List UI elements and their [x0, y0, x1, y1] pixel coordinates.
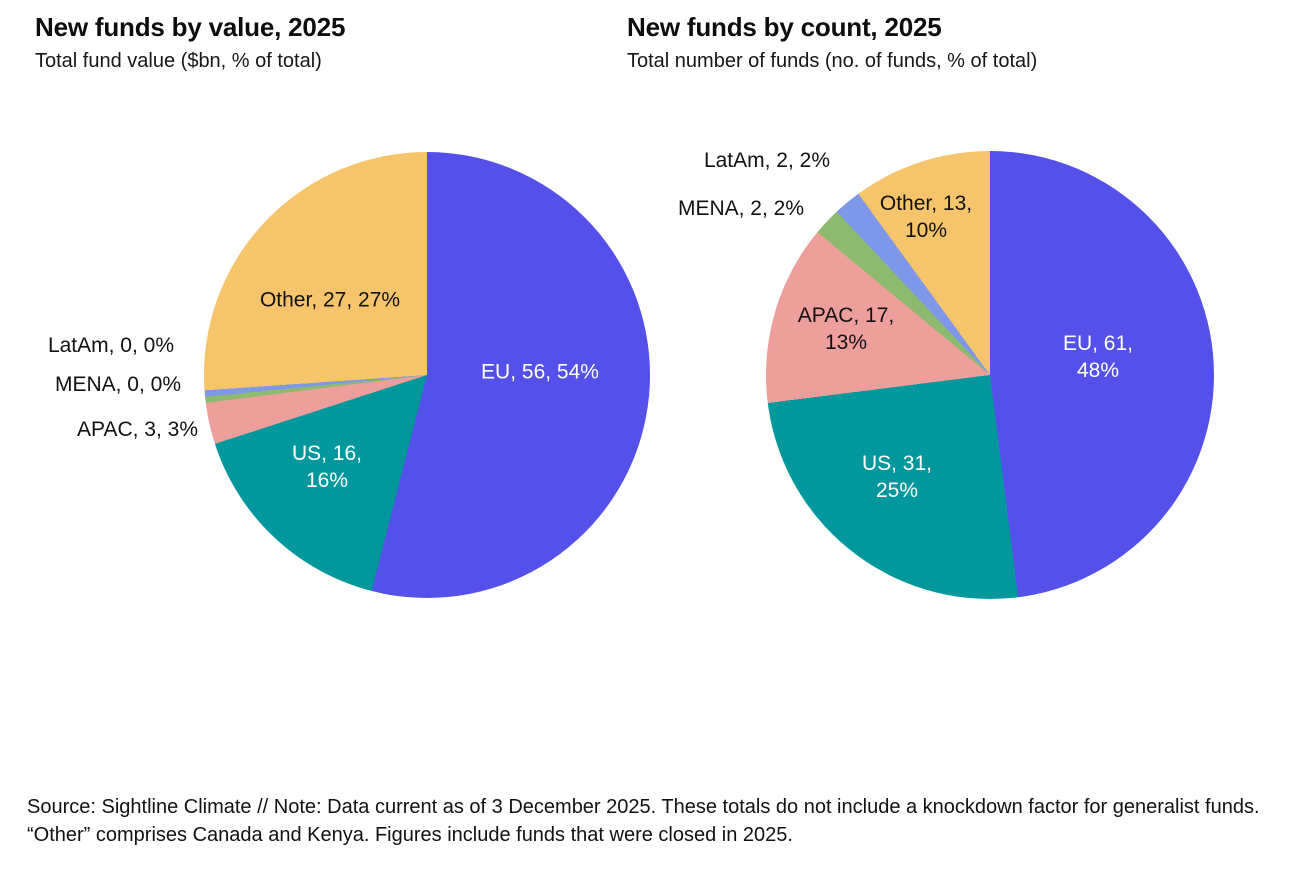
right-chart-title: New funds by count, 2025	[627, 12, 942, 42]
slice-label-count-latam: LatAm, 2, 2%	[703, 149, 830, 172]
slice-label-value-latam: LatAm, 0, 0%	[47, 334, 174, 357]
right-chart-subtitle: Total number of funds (no. of funds, % o…	[627, 50, 1038, 72]
slice-label-count-eu: EU, 61, 48%	[1062, 332, 1134, 382]
left-chart-subtitle: Total fund value ($bn, % of total)	[35, 50, 322, 72]
right-chart-header: New funds by count, 2025 Total number of…	[627, 12, 1037, 73]
slice-label-count-other: Other, 13, 10%	[879, 192, 973, 242]
slice-label-value-apac: APAC, 3, 3%	[77, 418, 198, 441]
slice-label-count-us: US, 31, 25%	[861, 452, 933, 502]
slice-label-count-apac: APAC, 17, 13%	[797, 304, 895, 354]
source-note: Source: Sightline Climate // Note: Data …	[27, 796, 1260, 846]
left-chart-title: New funds by value, 2025	[35, 12, 346, 42]
left-chart-header: New funds by value, 2025 Total fund valu…	[35, 12, 345, 73]
slice-label-count-mena: MENA, 2, 2%	[677, 197, 804, 220]
slice-label-value-mena: MENA, 0, 0%	[54, 373, 181, 396]
pie-chart-funds-by-value	[204, 152, 650, 598]
slice-label-value-us: US, 16, 16%	[291, 442, 363, 492]
slice-label-value-eu: EU, 56, 54%	[481, 360, 599, 384]
slice-label-value-other: Other, 27, 27%	[259, 288, 401, 312]
pie-chart-funds-by-count	[766, 151, 1214, 599]
